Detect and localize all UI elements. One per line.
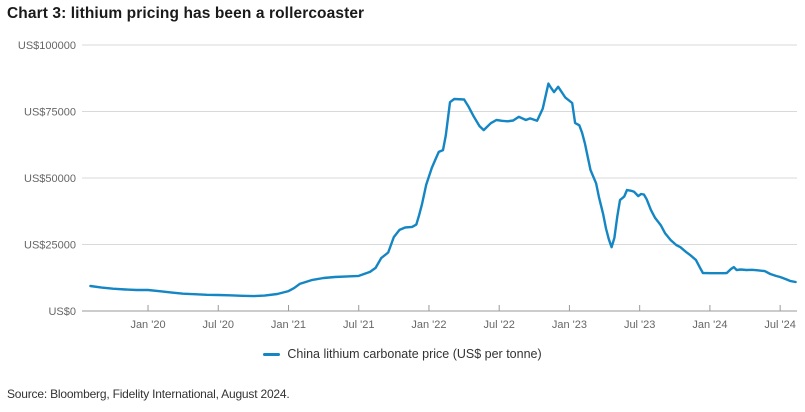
y-axis-label: US$0 — [48, 306, 76, 318]
y-axis-label: US$50000 — [24, 173, 76, 185]
x-axis-label: Jul '23 — [624, 319, 655, 331]
price-chart: US$100000 US$75000 US$50000 US$25000 US$0 Jan… — [18, 40, 797, 331]
x-axis-label: Jul '21 — [343, 319, 374, 331]
chart-title: Chart 3: lithium pricing has been a roll… — [7, 5, 365, 22]
x-axis-label: Jul '24 — [764, 319, 795, 331]
y-axis-label: US$25000 — [24, 240, 76, 252]
x-axis-label: Jan '22 — [411, 319, 446, 331]
legend: China lithium carbonate price (US$ per t… — [0, 347, 805, 361]
x-axis-label: Jul '22 — [483, 319, 514, 331]
x-axis-label: Jan '21 — [271, 319, 306, 331]
legend-item-china-lithium[interactable]: China lithium carbonate price (US$ per t… — [263, 347, 542, 361]
x-axis-label: Jan '24 — [692, 319, 727, 331]
x-axis-label: Jul '20 — [203, 319, 234, 331]
y-axis-label: US$75000 — [24, 107, 76, 119]
series-line-china-lithium-carbonate — [89, 82, 797, 298]
x-axis-label: Jan '23 — [552, 319, 587, 331]
legend-line-marker — [263, 352, 281, 356]
legend-label: China lithium carbonate price (US$ per t… — [287, 347, 542, 361]
y-axis-label: US$100000 — [18, 40, 76, 52]
source-note: Source: Bloomberg, Fidelity Internationa… — [7, 387, 290, 401]
x-axis-label: Jan '20 — [130, 319, 165, 331]
